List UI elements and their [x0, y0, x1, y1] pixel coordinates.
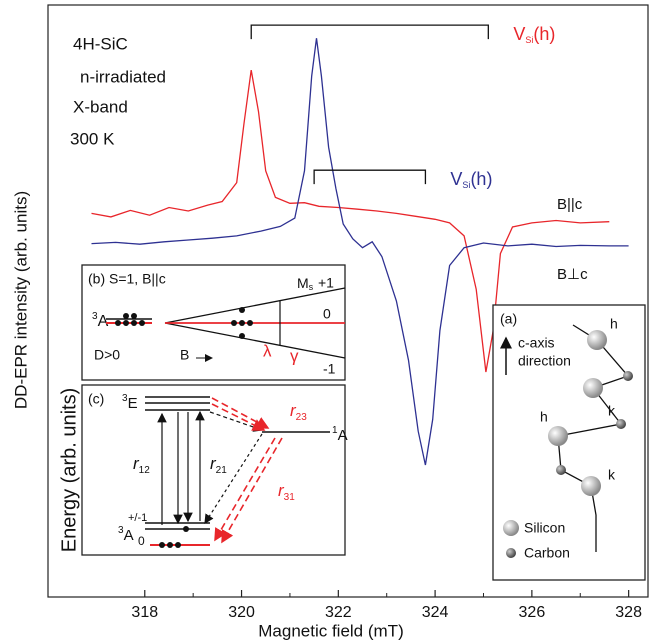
bracket-label-part: Si — [525, 36, 533, 46]
spectrum-line — [91, 38, 629, 466]
inset-c: (c) Energy (arb. units) 3E 1A 3A +/-1 0 … — [58, 384, 348, 556]
zero-label: 0 — [138, 534, 145, 548]
level-plus: +1 — [318, 275, 334, 291]
field-label: B — [180, 347, 189, 363]
bracket-label-part: V — [513, 24, 525, 44]
inset-title: (c) — [88, 391, 104, 407]
site-label: h — [540, 409, 548, 425]
level-minus: -1 — [323, 361, 336, 377]
inset-title: (a) — [500, 311, 517, 327]
bracket-label: VSi(h) — [513, 24, 555, 46]
legend-label: B||c — [557, 196, 583, 213]
x-tick-label: 322 — [325, 604, 352, 621]
sample-info: X-band — [73, 97, 128, 116]
x-axis-label: Magnetic field (mT) — [258, 621, 403, 640]
pm-label: +/-1 — [128, 512, 147, 524]
gamma: γ — [290, 346, 299, 365]
ms-label: Ms — [297, 275, 314, 293]
x-tick-label: 324 — [422, 604, 449, 621]
inset-b: (b) S=1, B||c 3A Ms +1 0 -1 λ γ D>0 B — [81, 264, 346, 381]
site-label: h — [610, 316, 618, 332]
x-tick-label: 328 — [615, 604, 642, 621]
plot-frame — [47, 4, 649, 598]
sample-info: n-irradiated — [80, 67, 166, 86]
plot: 318 320 322 324 326 328B||cB⊥cVSi(h)VSi(h)4H-… — [70, 24, 642, 621]
x-tick-label: 320 — [228, 604, 255, 621]
level-zero: 0 — [323, 306, 331, 322]
bracket-label-part: (h) — [470, 169, 492, 189]
axis-label: c-axis — [518, 335, 555, 351]
x-tick-label: 326 — [519, 604, 546, 621]
y-axis-label: DD-EPR intensity (arb. units) — [11, 191, 30, 409]
x-tick-label: 318 — [131, 604, 158, 621]
level-label: 3A — [92, 311, 109, 331]
r31: r31 — [278, 481, 295, 502]
inset-a: (a) c-axis direction h k h k Silicon Car… — [492, 304, 646, 581]
a3-label: 3A — [118, 525, 134, 544]
bracket-label: VSi(h) — [450, 169, 492, 191]
inset-title: (b) S=1, B||c — [88, 271, 166, 287]
bracket-label-part: V — [450, 169, 462, 189]
r21: r21 — [210, 454, 227, 475]
spectrum-line — [91, 69, 610, 373]
e-label: 3E — [122, 393, 138, 412]
bracket — [250, 24, 489, 40]
r12: r12 — [133, 454, 150, 475]
bracket — [313, 169, 427, 185]
a1-label: 1A — [332, 425, 348, 444]
site-label: k — [608, 403, 616, 419]
legend-label: B⊥c — [557, 266, 588, 283]
site-label: k — [608, 467, 616, 483]
r23: r23 — [290, 401, 307, 422]
lambda: λ — [263, 341, 272, 360]
energy-label: Energy (arb. units) — [58, 388, 80, 553]
sample-info: 300 K — [70, 129, 115, 148]
condition: D>0 — [94, 347, 120, 363]
bracket-label-part: Si — [462, 181, 470, 191]
bracket-label-part: (h) — [533, 24, 555, 44]
legend-silicon: Silicon — [524, 520, 565, 536]
sample-info: 4H-SiC — [73, 34, 128, 53]
axis-label: direction — [518, 353, 571, 369]
legend-carbon: Carbon — [524, 545, 570, 561]
